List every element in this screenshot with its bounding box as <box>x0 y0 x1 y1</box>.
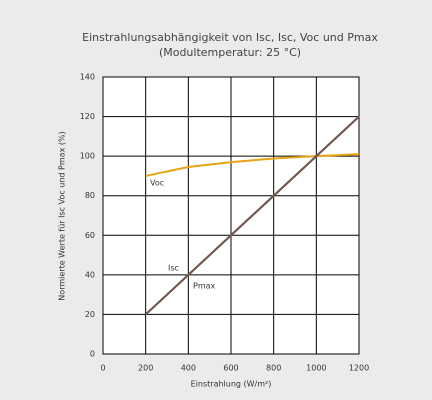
x-tick-label: 400 <box>181 364 196 373</box>
y-tick-label: 60 <box>85 231 95 240</box>
line <box>145 153 360 177</box>
chart-subtitle: (Modultemperatur: 25 °C) <box>159 46 301 59</box>
line <box>144 115 360 316</box>
series-label: Pmax <box>193 282 216 291</box>
x-tick-label: 1000 <box>306 364 326 373</box>
y-tick-label: 140 <box>80 73 95 82</box>
y-tick-label: 0 <box>90 350 95 359</box>
x-axis-label: Einstrahlung (W/m²) <box>191 380 272 389</box>
x-tick-label: 200 <box>138 364 153 373</box>
x-tick-label: 600 <box>223 364 238 373</box>
y-tick-label: 40 <box>85 270 95 279</box>
y-tick-label: 100 <box>80 152 95 161</box>
x-tick-label: 0 <box>100 364 105 373</box>
chart-title: Einstrahlungsabhängigkeit von Isc, Isc, … <box>82 31 378 44</box>
x-tick-label: 1200 <box>349 364 369 373</box>
x-tick-label: 800 <box>266 364 281 373</box>
y-tick-label: 120 <box>80 112 95 121</box>
series-label: Isc <box>168 264 179 273</box>
y-axis-label: Normierte Werte für Isc Voc und Pmax (%) <box>58 131 67 300</box>
series-label: Voc <box>150 179 164 188</box>
y-tick-label: 80 <box>85 191 95 200</box>
y-tick-label: 20 <box>85 310 95 319</box>
